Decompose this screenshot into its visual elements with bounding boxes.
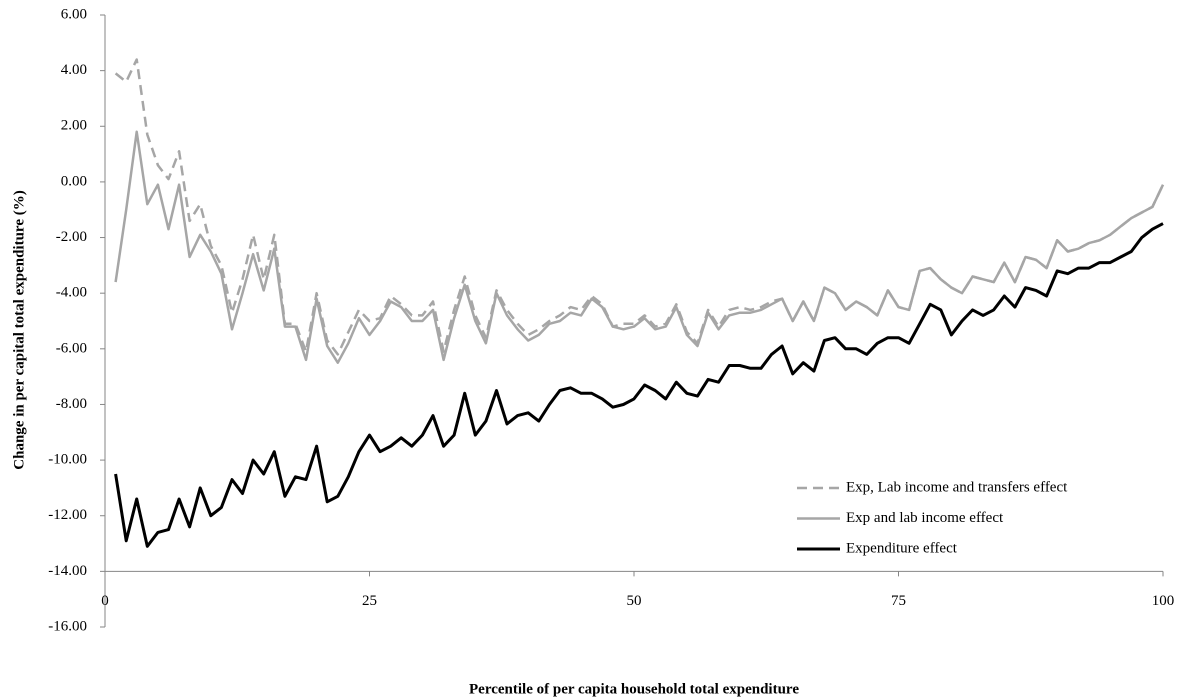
x-tick-label: 50 — [627, 593, 642, 609]
series-line — [114, 58, 1165, 356]
legend-label: Expenditure effect — [846, 540, 958, 556]
y-axis-title: Change in per capital total expenditure … — [11, 190, 27, 469]
y-tick-label: -6.00 — [56, 340, 87, 356]
x-tick-label: 100 — [1152, 593, 1175, 609]
legend-label: Exp and lab income effect — [846, 510, 1004, 526]
series-line — [114, 130, 1165, 364]
y-tick-label: 0.00 — [61, 173, 87, 189]
legend-label: Exp, Lab income and transfers effect — [846, 479, 1068, 495]
y-tick-label: -14.00 — [48, 563, 87, 579]
y-tick-label: -8.00 — [56, 396, 87, 412]
y-tick-label: -12.00 — [48, 507, 87, 523]
x-tick-label: 25 — [362, 593, 377, 609]
y-tick-label: 6.00 — [61, 6, 87, 22]
x-tick-label: 0 — [101, 593, 109, 609]
y-tick-label: -10.00 — [48, 452, 87, 468]
y-tick-label: -2.00 — [56, 229, 87, 245]
x-axis-title: Percentile of per capita household total… — [469, 681, 799, 697]
x-tick-label: 75 — [891, 593, 906, 609]
y-tick-label: -4.00 — [56, 285, 87, 301]
series-line — [114, 222, 1164, 548]
y-tick-label: -16.00 — [48, 618, 87, 634]
y-tick-label: 2.00 — [61, 118, 87, 134]
y-tick-label: 4.00 — [61, 62, 87, 78]
